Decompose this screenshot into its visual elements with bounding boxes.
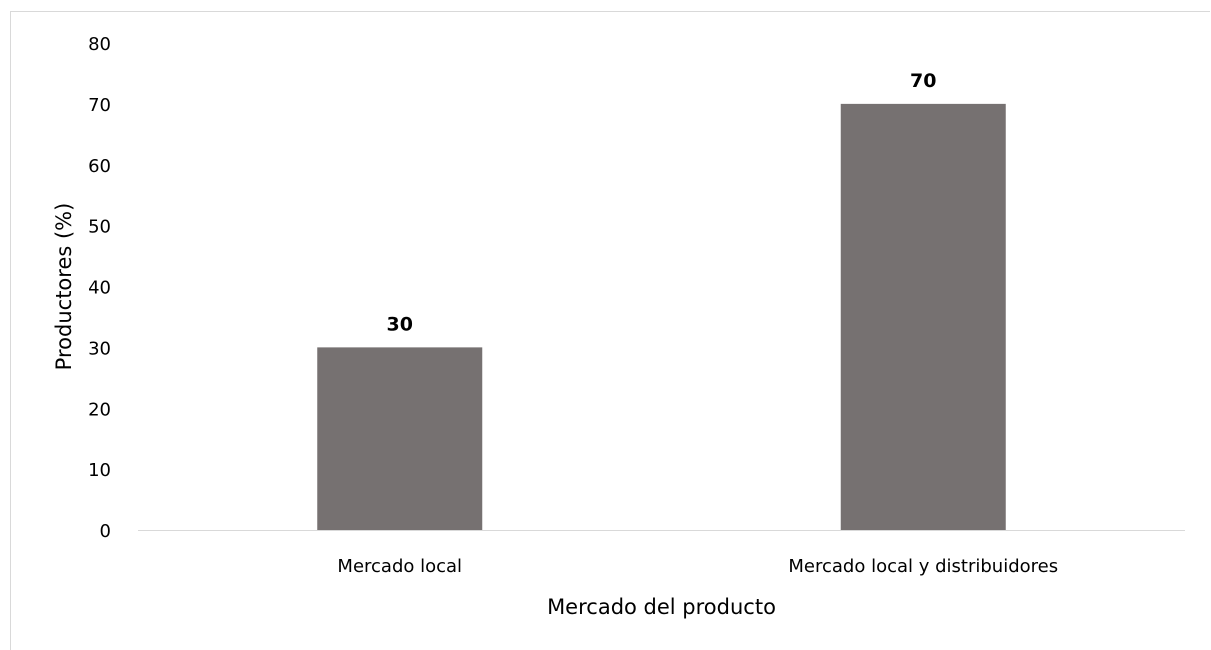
y-axis-title: Productores (%) [52,203,76,371]
y-axis-ticks: 0 10 20 30 40 50 60 70 80 [88,34,111,542]
y-tick-label: 40 [88,278,111,299]
bar-data-label: 70 [910,70,936,92]
x-axis-title: Mercado del producto [547,595,776,619]
category-labels: Mercado local Mercado local y distribuido… [337,556,1058,577]
y-tick-label: 50 [88,217,111,238]
data-labels: 30 70 [387,70,937,336]
y-tick-label: 0 [100,521,111,542]
bar-data-label: 30 [387,313,413,335]
y-tick-label: 10 [88,460,111,481]
x-category-label: Mercado local y distribuidores [788,556,1058,577]
y-tick-label: 80 [88,34,111,55]
chart-frame [10,11,1210,650]
y-tick-label: 60 [88,156,111,177]
bar [840,103,1006,530]
bar [317,347,483,530]
y-tick-label: 20 [88,399,111,420]
x-category-label: Mercado local [337,556,462,577]
bars [317,103,1006,530]
y-tick-label: 30 [88,338,111,359]
y-tick-label: 70 [88,95,111,116]
